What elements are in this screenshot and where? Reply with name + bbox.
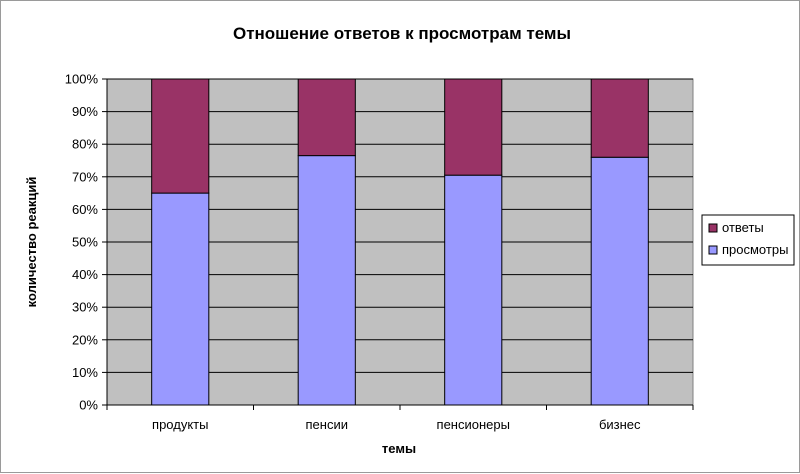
bar-views [151, 192, 210, 406]
y-tick-label: 70% [72, 169, 98, 184]
y-tick-label: 80% [72, 137, 98, 152]
y-tick-label: 0% [79, 398, 98, 413]
x-tick-labels: продукты пенсии пенсионеры бизнес [152, 417, 641, 432]
legend-label: ответы [722, 220, 764, 235]
y-tick-label: 40% [72, 267, 98, 282]
axes [102, 78, 694, 410]
bar-answers [297, 78, 356, 157]
x-tick-label: бизнес [599, 417, 641, 432]
legend-swatch [708, 223, 718, 233]
bar-answers [151, 78, 210, 194]
y-tick-label: 30% [72, 300, 98, 315]
y-tick-label: 90% [72, 104, 98, 119]
x-tick-label: пенсионеры [437, 417, 510, 432]
bar-views [297, 155, 356, 406]
bars [151, 78, 649, 406]
x-tick-label: пенсии [306, 417, 348, 432]
y-tick-label: 60% [72, 202, 98, 217]
x-axis-title: темы [382, 441, 416, 456]
y-tick-labels: 0% 10% 20% 30% 40% 50% 60% 70% 80% 90% 100% [65, 72, 99, 413]
bar-views [590, 156, 649, 406]
bar-views [444, 174, 503, 406]
legend-swatch [708, 245, 718, 255]
y-tick-label: 100% [65, 72, 99, 87]
y-tick-label: 20% [72, 332, 98, 347]
bar-answers [590, 78, 649, 158]
legend-box [701, 214, 795, 266]
legend: ответы просмотры [701, 214, 795, 266]
x-tick-label: продукты [152, 417, 208, 432]
chart-title: Отношение ответов к просмотрам темы [233, 24, 571, 43]
y-tick-label: 10% [72, 365, 98, 380]
legend-label: просмотры [722, 242, 788, 257]
y-tick-label: 50% [72, 235, 98, 250]
y-axis-title: количество реакций [24, 177, 39, 308]
bar-answers [444, 78, 503, 176]
